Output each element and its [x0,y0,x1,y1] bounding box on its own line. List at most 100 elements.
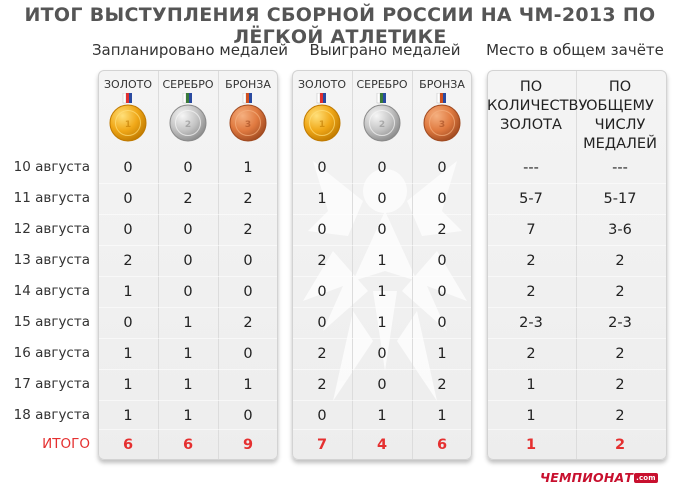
won-cell: 0 [317,160,327,176]
won-cell: 1 [377,253,387,269]
column-divider [412,71,413,459]
planned-cell: 0 [243,284,253,300]
planned-cell: 2 [243,222,253,238]
won-cell: 0 [377,160,387,176]
won-cell: 1 [437,408,447,424]
logo-suffix: .com [634,473,658,483]
row-separator [488,307,666,308]
row-date: 12 августа [13,221,90,237]
row-separator [488,214,666,215]
row-date: 15 августа [13,314,90,330]
row-separator [99,307,277,308]
rank-cell: 2 [615,346,625,362]
planned-cell: 2 [243,315,253,331]
planned-medals-heading: Запланировано медалей [91,41,289,59]
won-cell: 0 [377,346,387,362]
planned-cell: 0 [123,160,133,176]
won-cell: 0 [437,191,447,207]
planned-cell: 2 [183,191,193,207]
won-cell: 2 [317,377,327,393]
row-separator [99,245,277,246]
planned-cell: 1 [183,408,193,424]
rank-cell: 7 [526,222,536,238]
won-cell: 0 [377,377,387,393]
rank-cell: 2 [614,437,626,453]
planned-cell: 0 [243,408,253,424]
rank-cell: 2 [615,253,625,269]
won-cell: 2 [437,222,447,238]
rank-cell: 2 [526,284,536,300]
column-divider [352,71,353,459]
row-separator [293,245,471,246]
rank-cell: 2 [526,346,536,362]
won-cell: 0 [437,253,447,269]
overall-rank-panel [487,70,667,460]
row-separator [488,400,666,401]
rank-cell: --- [612,160,628,176]
row-separator [293,400,471,401]
rank-cell: 5-17 [603,191,637,207]
silver-column-label: СЕРЕБРО [356,78,408,91]
row-separator [293,307,471,308]
rank-cell: 3-6 [608,222,632,238]
silver-column-label: СЕРЕБРО [162,78,214,91]
row-separator [99,183,277,184]
rank-cell: 2 [526,253,536,269]
won-cell: 7 [316,437,328,453]
rank-cell: 2 [615,408,625,424]
logo-text: ЧЕМПИОНАТ [540,470,634,485]
won-cell: 0 [437,160,447,176]
svg-text:2: 2 [185,120,191,130]
bronze-column-label: БРОНЗА [419,78,465,91]
won-cell: 1 [437,346,447,362]
rank-cell: 2-3 [608,315,632,331]
row-separator [99,338,277,339]
planned-cell: 1 [243,160,253,176]
total-label: ИТОГО [42,436,90,452]
bronze-medal-icon: 3 [422,92,462,145]
row-separator [293,369,471,370]
row-separator [488,276,666,277]
row-separator [99,214,277,215]
page-title: ИТОГ ВЫСТУПЛЕНИЯ СБОРНОЙ РОССИИ НА ЧМ-20… [24,4,656,48]
planned-cell: 0 [183,253,193,269]
row-separator [488,183,666,184]
won-cell: 1 [317,191,327,207]
won-cell: 2 [437,377,447,393]
planned-cell: 1 [183,346,193,362]
rank-cell: 2-3 [519,315,543,331]
planned-cell: 9 [242,437,254,453]
silver-medal-icon: 2 [168,92,208,145]
column-divider [576,71,577,459]
won-cell: 0 [437,284,447,300]
gold-column-label: ЗОЛОТО [297,78,347,91]
rank-cell: 1 [525,437,537,453]
won-cell: 6 [436,437,448,453]
planned-cell: 0 [183,160,193,176]
planned-cell: 1 [183,377,193,393]
column-divider [158,71,159,459]
row-separator [488,369,666,370]
won-cell: 0 [377,191,387,207]
silver-medal-icon: 2 [362,92,402,145]
row-separator [293,429,471,430]
row-separator [293,338,471,339]
rank-by-gold-heading: ПО КОЛИЧЕСТВУ ЗОЛОТА [487,79,588,133]
planned-cell: 1 [183,315,193,331]
row-separator [293,214,471,215]
rank-cell: 2 [615,377,625,393]
planned-cell: 1 [243,377,253,393]
planned-cell: 1 [123,377,133,393]
row-date: 16 августа [13,345,90,361]
planned-cell: 0 [123,191,133,207]
row-separator [488,429,666,430]
won-cell: 0 [317,315,327,331]
row-separator [293,183,471,184]
won-cell: 1 [377,315,387,331]
row-date: 11 августа [13,190,90,206]
planned-cell: 2 [123,253,133,269]
won-cell: 0 [317,408,327,424]
rank-cell: 2 [615,284,625,300]
svg-text:3: 3 [439,120,445,130]
rank-cell: 1 [526,408,536,424]
